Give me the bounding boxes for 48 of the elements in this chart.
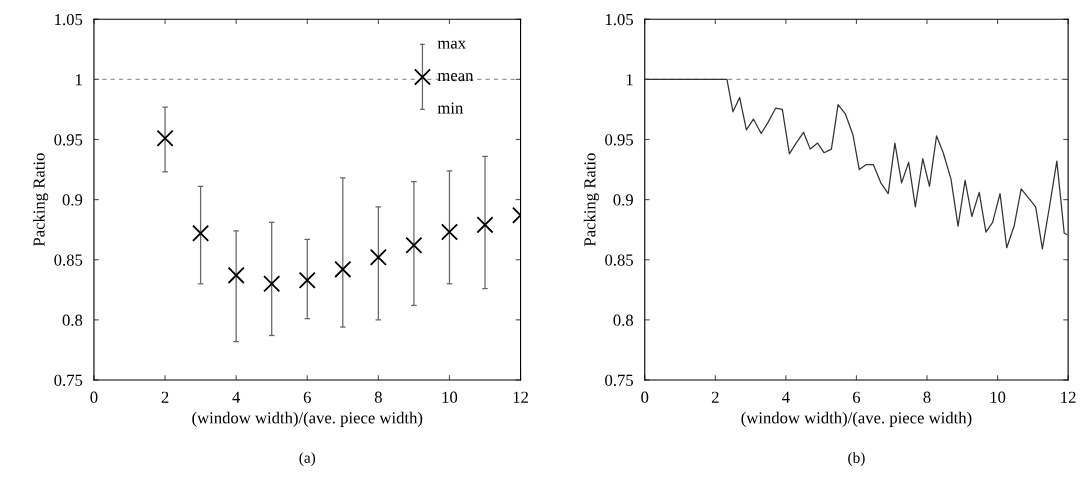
- x-tick-label: 0: [641, 391, 649, 403]
- y-tick-label: 0.75: [54, 374, 83, 387]
- y-tick-label: 1.05: [605, 13, 633, 26]
- x-tick-label: 10: [990, 391, 1006, 403]
- y-tick-label: 0.75: [605, 374, 633, 387]
- x-tick-label: 0: [90, 391, 98, 403]
- annotation: max: [437, 40, 466, 49]
- point: [192, 224, 210, 242]
- point: [405, 236, 423, 254]
- y-tick-label: 1: [75, 74, 82, 86]
- y-tick-label: 1: [626, 74, 633, 86]
- x-tick-label: 4: [232, 391, 241, 403]
- x-tick-label: 2: [711, 391, 719, 403]
- x-axis-title: (window width)/(ave. piece width): [741, 411, 972, 427]
- y-axis-title: Packing Ratio: [583, 153, 599, 247]
- point: [476, 216, 494, 234]
- y-tick-label: 0.9: [613, 194, 633, 206]
- x-tick-label: 8: [374, 391, 382, 403]
- x-tick-label: 10: [442, 391, 458, 403]
- y-tick-label: 0.9: [62, 194, 83, 206]
- text: (b): [848, 452, 865, 466]
- point: [334, 260, 352, 278]
- point: [440, 223, 459, 241]
- line-series: [644, 78, 1068, 250]
- x-tick-label: 6: [303, 391, 311, 403]
- x-axis-title: (window width)/(ave. piece width): [192, 411, 423, 427]
- x-tick-label: 6: [852, 391, 861, 403]
- point: [298, 271, 316, 289]
- y-tick-label: 0.8: [613, 314, 634, 326]
- annotation: mean: [437, 73, 474, 82]
- y-tick-label: 0.95: [605, 134, 633, 146]
- y-tick-label: 0.85: [605, 254, 633, 266]
- x-tick-label: 4: [782, 391, 790, 403]
- x-tick-label: 12: [1061, 391, 1076, 403]
- x-tick-label: 8: [923, 391, 931, 403]
- y-axis-title: Packing Ratio: [32, 153, 49, 247]
- point: [227, 266, 245, 284]
- y-tick-label: 0.85: [54, 254, 83, 266]
- x-tick-label: 2: [161, 391, 169, 403]
- point: [156, 129, 174, 147]
- y-tick-label: 0.8: [62, 314, 83, 326]
- annotation: min: [437, 102, 464, 114]
- point: [369, 248, 387, 266]
- text: (a): [299, 452, 316, 466]
- y-tick-label: 0.95: [54, 134, 83, 146]
- x-tick-label: 12: [513, 391, 528, 403]
- y-tick-label: 1.05: [55, 13, 83, 26]
- point: [263, 275, 281, 293]
